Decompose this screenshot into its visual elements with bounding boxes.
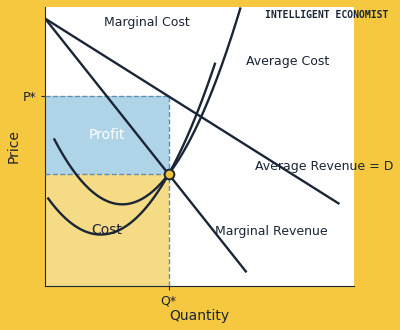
Y-axis label: Price: Price (7, 129, 21, 163)
Text: Marginal Cost: Marginal Cost (104, 16, 190, 28)
Text: Average Cost: Average Cost (246, 55, 329, 68)
Text: INTELLIGENT ECONOMIST: INTELLIGENT ECONOMIST (265, 10, 388, 20)
Bar (45, 96, 169, 174)
Text: Cost: Cost (92, 223, 122, 237)
X-axis label: Quantity: Quantity (170, 309, 230, 323)
Text: Marginal Revenue: Marginal Revenue (215, 224, 328, 238)
Text: Average Revenue = D: Average Revenue = D (255, 159, 394, 173)
Text: Profit: Profit (89, 128, 125, 142)
Bar (45, 174, 169, 286)
